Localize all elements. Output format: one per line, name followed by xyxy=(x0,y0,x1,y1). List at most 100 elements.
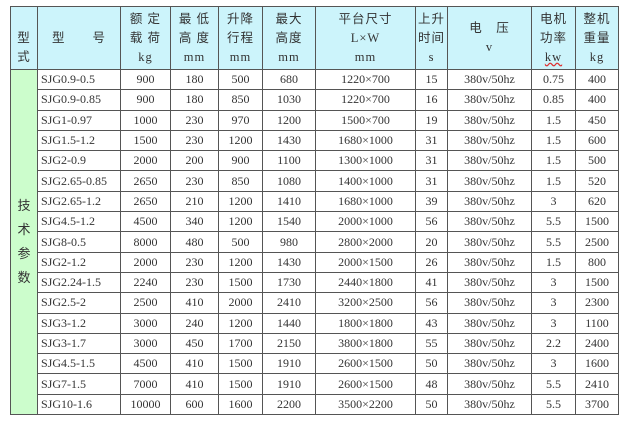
cell-voltage: 380v/50hz xyxy=(447,312,532,334)
cell-platform: 2600×1500 xyxy=(315,373,416,395)
cell-weight: 2410 xyxy=(575,373,619,395)
cell-weight: 800 xyxy=(575,251,619,273)
table-row: SJG3-1.2 3000 240 1200 1440 1800×1800 43 380v/5… xyxy=(11,312,619,334)
cell-voltage: 380v/50hz xyxy=(447,393,532,416)
cell-max-height: 1430 xyxy=(262,251,316,273)
cell-rise-time: 50 xyxy=(415,393,448,416)
cell-load: 8000 xyxy=(120,231,171,253)
cell-voltage: 380v/50hz xyxy=(447,190,532,213)
cell-model: SJG2-0.9 xyxy=(37,150,121,172)
cell-weight: 1600 xyxy=(575,353,619,375)
cell-power: 1.5 xyxy=(531,109,576,131)
cell-min-height: 240 xyxy=(170,312,219,334)
cell-min-height: 410 xyxy=(170,373,219,395)
header-max-height: 最大 高度 mm xyxy=(262,6,316,70)
cell-model: SJG2.65-1.2 xyxy=(37,190,121,213)
table-row: SJG10-1.6 10000 600 1600 2200 3500×2200 50 380v… xyxy=(11,393,619,416)
cell-platform: 2000×1500 xyxy=(315,251,416,273)
cell-min-height: 200 xyxy=(170,150,219,172)
cell-power: 5.5 xyxy=(531,393,576,416)
cell-min-height: 180 xyxy=(170,68,219,91)
cell-platform: 2440×1800 xyxy=(315,271,416,294)
cell-platform: 1400×1000 xyxy=(315,170,416,192)
cell-max-height: 1410 xyxy=(262,190,316,213)
cell-load: 1500 xyxy=(120,129,171,152)
cell-rise-time: 15 xyxy=(415,68,448,91)
cell-rise-time: 56 xyxy=(415,292,448,314)
cell-platform: 2000×1000 xyxy=(315,211,416,233)
cell-power: 1.5 xyxy=(531,170,576,192)
header-row: 型式 型 号 额 定载 荷 kg 最 低高 度 mm 升降 行程 mm 最大 高度 mm 平… xyxy=(10,6,619,70)
cell-rise-time: 16 xyxy=(415,89,448,111)
cell-model: SJG4.5-1.2 xyxy=(37,211,121,233)
header-model: 型 号 xyxy=(37,6,121,70)
cell-rise-time: 48 xyxy=(415,373,448,395)
cell-min-height: 450 xyxy=(170,332,219,355)
cell-stroke: 900 xyxy=(218,150,263,172)
cell-min-height: 480 xyxy=(170,231,219,253)
cell-load: 3000 xyxy=(120,312,171,334)
table-row: SJG1-0.97 1000 230 970 1200 1500×700 19 380v/50… xyxy=(11,109,619,131)
cell-voltage: 380v/50hz xyxy=(447,150,532,172)
cell-power: 3 xyxy=(531,292,576,314)
cell-rise-time: 39 xyxy=(415,190,448,213)
cell-power: 0.75 xyxy=(531,68,576,91)
cell-model: SJG3-1.2 xyxy=(37,312,121,334)
cell-weight: 400 xyxy=(575,89,619,111)
cell-power: 5.5 xyxy=(531,211,576,233)
cell-load: 2000 xyxy=(120,251,171,273)
cell-stroke: 1200 xyxy=(218,190,263,213)
table-row: SJG2.5-2 2500 410 2000 2410 3200×2500 56 380v/5… xyxy=(11,292,619,314)
cell-load: 4500 xyxy=(120,353,171,375)
cell-model: SJG0.9-0.85 xyxy=(37,89,121,111)
cell-stroke: 1600 xyxy=(218,393,263,416)
cell-power: 3 xyxy=(531,271,576,294)
cell-weight: 2400 xyxy=(575,332,619,355)
cell-platform: 1680×1000 xyxy=(315,190,416,213)
cell-max-height: 1200 xyxy=(262,109,316,131)
cell-model: SJG2.5-2 xyxy=(37,292,121,314)
cell-platform: 1680×1000 xyxy=(315,129,416,152)
cell-weight: 2300 xyxy=(575,292,619,314)
cell-power: 5.5 xyxy=(531,231,576,253)
cell-power: 3 xyxy=(531,312,576,334)
cell-model: SJG7-1.5 xyxy=(37,373,121,395)
cell-load: 10000 xyxy=(120,393,171,416)
cell-min-height: 230 xyxy=(170,129,219,152)
header-weight: 整机 重量 kg xyxy=(575,6,619,70)
cell-max-height: 2200 xyxy=(262,393,316,416)
cell-stroke: 2000 xyxy=(218,292,263,314)
cell-min-height: 230 xyxy=(170,251,219,273)
cell-power: 1.5 xyxy=(531,129,576,152)
cell-voltage: 380v/50hz xyxy=(447,332,532,355)
table-row: SJG8-0.5 8000 480 500 980 2800×2000 20 380v/50h… xyxy=(11,231,619,253)
table-row: SJG7-1.5 7000 410 1500 1910 2600×1500 48 380v/5… xyxy=(11,373,619,395)
header-min-height: 最 低高 度 mm xyxy=(170,6,219,70)
cell-rise-time: 19 xyxy=(415,109,448,131)
cell-stroke: 1200 xyxy=(218,129,263,152)
table-row: SJG2.24-1.5 2240 230 1500 1730 2440×1800 41 380… xyxy=(11,271,619,294)
cell-platform: 1220×700 xyxy=(315,89,416,111)
cell-min-height: 600 xyxy=(170,393,219,416)
cell-min-height: 410 xyxy=(170,292,219,314)
table-row: SJG2.65-0.85 2650 230 850 1080 1400×1000 31 380… xyxy=(11,170,619,192)
cell-voltage: 380v/50hz xyxy=(447,251,532,273)
cell-rise-time: 31 xyxy=(415,170,448,192)
cell-voltage: 380v/50hz xyxy=(447,271,532,294)
header-load: 额 定载 荷 kg xyxy=(120,6,171,70)
table-row: SJG1.5-1.2 1500 230 1200 1430 1680×1000 31 380v… xyxy=(11,129,619,152)
cell-stroke: 1700 xyxy=(218,332,263,355)
cell-stroke: 500 xyxy=(218,231,263,253)
cell-max-height: 1100 xyxy=(262,150,316,172)
cell-model: SJG2-1.2 xyxy=(37,251,121,273)
cell-rise-time: 55 xyxy=(415,332,448,355)
cell-weight: 3700 xyxy=(575,393,619,416)
cell-model: SJG10-1.6 xyxy=(37,393,121,416)
cell-rise-time: 31 xyxy=(415,129,448,152)
cell-load: 1000 xyxy=(120,109,171,131)
cell-stroke: 1500 xyxy=(218,271,263,294)
cell-min-height: 230 xyxy=(170,109,219,131)
cell-load: 2240 xyxy=(120,271,171,294)
cell-max-height: 1080 xyxy=(262,170,316,192)
cell-model: SJG1.5-1.2 xyxy=(37,129,121,152)
